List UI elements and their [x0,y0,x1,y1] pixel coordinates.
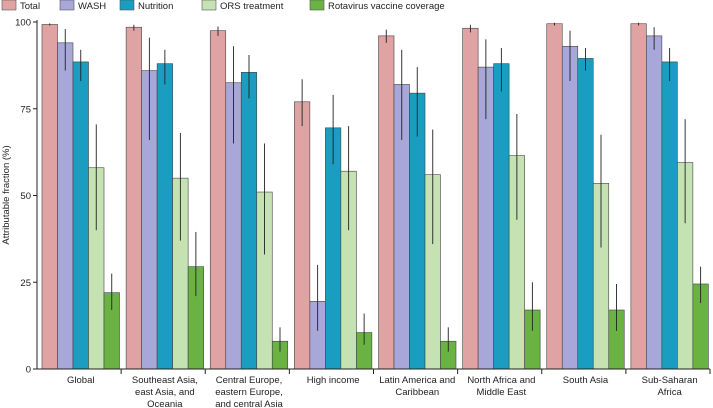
legend-label-2: WASH [78,1,106,12]
y-tick-label-50: 50 [20,191,31,202]
x-category-label-8: Sub-Saharan Africa [642,375,698,398]
bar-1-3 [72,61,89,370]
x-category-label-line: Caribbean [395,387,439,398]
x-axis: Global Southeast Asia, east Asia, and Ocean… [37,368,711,408]
x-category-label-line: east Asia, and [135,387,195,398]
legend-swatch-1 [1,0,17,11]
bar-2-3 [156,63,173,370]
legend-swatch-4 [201,0,217,11]
x-category-label-line: Southeast Asia, [132,375,198,386]
bar-7-3 [577,58,594,370]
legend-label-4: ORS treatment [220,1,284,12]
x-category-label-line: Central Europe, [216,375,283,386]
x-category-label-line: Latin America and [379,375,455,386]
bar-6-1 [462,27,479,370]
x-category-label-line: Sub-Saharan [642,375,698,386]
y-axis-title: Attributable fraction (%) [1,145,12,244]
x-category-label-line: Global [67,375,94,386]
bar-6-3 [493,63,510,370]
bar-7-2 [561,45,579,370]
legend-label-3: Nutrition [138,1,173,12]
y-tick-label-75: 75 [20,104,31,115]
bar-2-1 [125,26,142,370]
x-category-label-line: High income [307,375,360,386]
legend-label-5: Rotavirus vaccine coverage [328,1,445,12]
x-category-label-5: Latin America and Caribbean [379,375,455,398]
bar-8-3 [661,61,678,370]
legend-label-1: Total [20,1,40,12]
x-category-label-line: South Asia [563,375,609,386]
x-category-label-line: and central Asia [215,399,283,408]
x-category-label-2: Southeast Asia, east Asia, and Oceania [132,375,198,408]
legend-swatch-5 [309,0,325,11]
legend: Total WASH Nutrition ORS treatment Rotavirus… [1,0,445,12]
y-tick-label-25: 25 [20,278,31,289]
x-category-label-6: North Africa and Middle East [467,375,535,398]
y-tick-label-0: 0 [26,365,31,376]
x-category-label-line: Oceania [147,399,183,408]
bar-8-1 [630,23,647,370]
x-category-label-3: Central Europe, eastern Europe, and centra… [215,375,283,408]
bar-1-1 [41,24,58,370]
legend-swatch-3 [119,0,135,11]
x-category-label-line: eastern Europe, [215,387,283,398]
x-category-label-1: Global [67,375,94,386]
bar-4-1 [294,101,311,370]
x-category-label-line: Africa [657,387,682,398]
bar-8-2 [646,35,663,370]
x-category-label-line: Middle East [477,387,527,398]
y-axis: 0 25 50 75 100 [15,18,38,376]
bar-7-1 [546,23,563,370]
bar-1-2 [57,42,74,370]
bar-3-3 [240,72,258,370]
y-tick-label-100: 100 [15,18,31,29]
x-category-label-7: South Asia [563,375,609,386]
bar-5-1 [378,35,395,370]
x-category-label-line: North Africa and [467,375,535,386]
legend-swatch-2 [59,0,75,11]
bar-3-1 [209,30,227,370]
bars [41,22,709,370]
x-category-label-4: High income [307,375,360,386]
